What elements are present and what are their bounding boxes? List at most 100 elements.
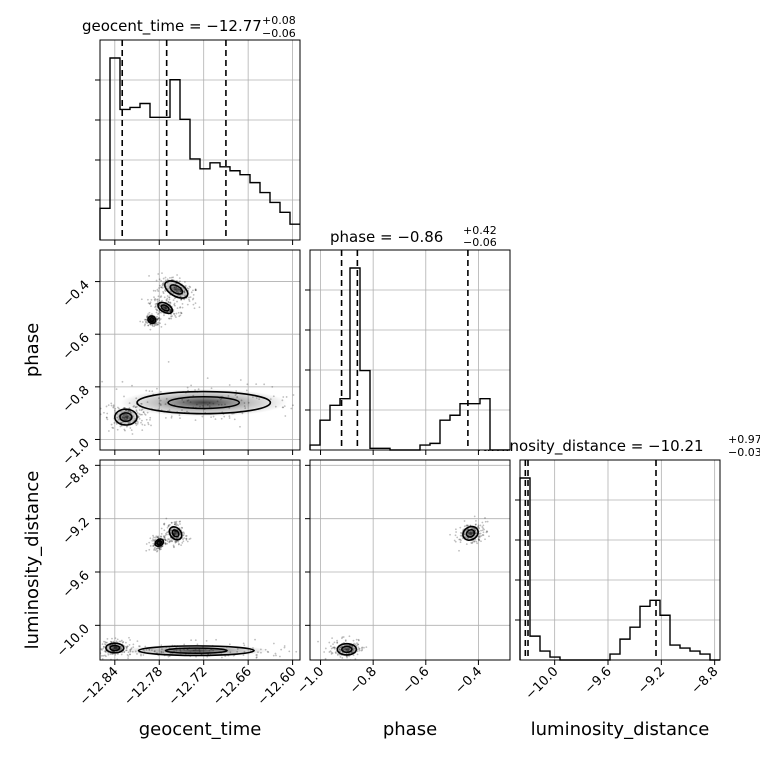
sample-point: [188, 298, 190, 301]
sample-point: [228, 384, 231, 386]
sample-point: [341, 637, 343, 640]
sample-point: [115, 388, 118, 391]
sample-point: [143, 324, 146, 327]
sample-point: [94, 643, 96, 645]
hist-bin: [330, 405, 340, 450]
sample-point: [164, 539, 167, 542]
sample-point: [107, 430, 110, 432]
sample-point: [335, 652, 337, 655]
sample-point: [129, 427, 132, 429]
sample-point: [156, 550, 158, 553]
sample-point: [175, 522, 178, 525]
contour-inner: [465, 528, 476, 538]
sample-point: [332, 646, 335, 649]
sample-point: [139, 320, 142, 323]
sample-point: [481, 529, 484, 532]
hist-bin: [250, 183, 260, 240]
sample-point: [151, 539, 154, 542]
x-tick-label-geocent-time: −12.78: [121, 664, 166, 709]
panel-geocent-time-vs-luminosity-distance: [94, 459, 301, 665]
sample-point: [112, 406, 115, 409]
sample-point: [480, 529, 482, 532]
sample-point: [176, 307, 179, 310]
sample-point: [164, 542, 167, 545]
sample-point: [158, 310, 161, 313]
sample-point: [156, 535, 159, 538]
x-tick-label-geocent-time: −12.84: [77, 664, 122, 709]
sample-point: [458, 538, 461, 541]
x-tick-label-geocent-time: −12.60: [255, 664, 300, 709]
sample-point: [103, 643, 106, 645]
sample-point: [107, 404, 110, 407]
sample-point: [290, 407, 293, 410]
sample-point: [138, 645, 141, 648]
sample-point: [170, 540, 173, 543]
sample-point: [169, 276, 171, 279]
sample-point: [105, 416, 108, 419]
sample-point: [302, 410, 304, 412]
x-tick-label-geocent-time: −12.72: [166, 664, 211, 709]
hist-bin: [630, 627, 640, 660]
sample-point: [177, 524, 179, 527]
panel-geocent-time-vs-phase: [95, 249, 304, 455]
hist-bin: [700, 654, 710, 660]
sample-point: [143, 413, 146, 415]
xlabel-phase: phase: [383, 719, 437, 740]
sample-point: [104, 641, 107, 643]
sample-point: [271, 385, 274, 388]
sample-point: [116, 428, 119, 431]
sample-point: [158, 547, 161, 550]
sample-point: [474, 523, 477, 526]
sample-point: [110, 404, 113, 407]
sample-point: [141, 321, 144, 323]
panel-phase-vs-luminosity-distance: [305, 459, 511, 665]
sample-point: [163, 536, 166, 539]
sample-point: [471, 541, 474, 544]
sample-point: [182, 531, 185, 534]
sample-point: [101, 648, 103, 651]
sample-point: [155, 279, 158, 282]
sample-point: [102, 654, 105, 657]
sample-point: [180, 312, 183, 315]
sample-point: [100, 648, 103, 650]
sample-point: [158, 284, 161, 287]
sample-point: [159, 546, 162, 549]
sample-point: [256, 654, 258, 656]
sample-point: [344, 640, 347, 642]
sample-point: [147, 314, 149, 317]
sample-point: [112, 404, 115, 407]
sample-point: [106, 412, 109, 415]
sample-point: [153, 296, 155, 299]
sample-point: [180, 312, 183, 315]
sample-point: [159, 548, 161, 551]
sample-point: [328, 641, 331, 644]
sample-point: [125, 647, 128, 649]
sample-point: [149, 419, 151, 421]
sample-point: [357, 643, 360, 646]
sample-point: [182, 538, 184, 541]
sample-point: [482, 531, 485, 534]
hist-bin: [210, 163, 220, 240]
sample-point: [194, 288, 197, 290]
sample-point: [145, 549, 148, 552]
sample-point: [167, 538, 169, 541]
x-tick-label-luminosity-distance: −9.2: [635, 664, 668, 697]
sample-point: [484, 538, 486, 541]
sample-point: [154, 538, 157, 541]
sample-point: [267, 651, 270, 654]
sample-point: [177, 311, 180, 314]
sample-point: [179, 311, 182, 314]
sample-point: [170, 317, 173, 320]
sample-point: [173, 523, 176, 526]
sample-point: [149, 328, 152, 331]
sample-point: [192, 294, 195, 296]
sample-point: [355, 638, 358, 641]
sample-point: [160, 286, 163, 289]
sample-point: [154, 303, 157, 306]
sample-point: [295, 650, 298, 653]
sample-point: [155, 324, 158, 327]
sample-point: [154, 299, 156, 302]
sample-point: [156, 547, 159, 550]
sample-point: [141, 429, 144, 432]
sample-point: [255, 654, 258, 656]
